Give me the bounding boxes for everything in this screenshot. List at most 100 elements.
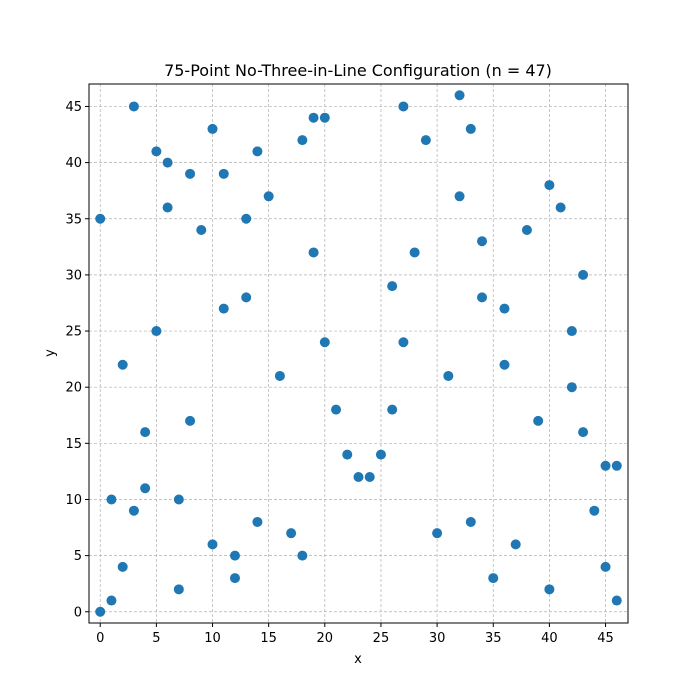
plot-frame	[88, 83, 629, 624]
data-point	[241, 213, 252, 224]
data-point	[128, 101, 139, 112]
y-axis-label: y	[43, 349, 58, 357]
y-tick-label: 5	[74, 549, 82, 564]
data-point	[151, 326, 162, 337]
data-point	[151, 146, 162, 157]
x-tick-label: 0	[96, 631, 104, 646]
data-point	[252, 516, 263, 527]
data-point	[398, 337, 409, 348]
data-point	[364, 472, 375, 483]
data-point	[465, 516, 476, 527]
data-point	[409, 247, 420, 258]
data-point	[454, 90, 465, 101]
data-point	[117, 561, 128, 572]
data-point	[578, 427, 589, 438]
data-point	[319, 337, 330, 348]
data-point	[499, 359, 510, 370]
data-point	[308, 112, 319, 123]
data-point	[106, 494, 117, 505]
data-point	[185, 415, 196, 426]
data-point	[488, 573, 499, 584]
data-point	[611, 460, 622, 471]
data-point	[297, 550, 308, 561]
data-point	[95, 606, 106, 617]
data-point	[510, 539, 521, 550]
data-point	[95, 213, 106, 224]
data-point	[140, 427, 151, 438]
data-point	[443, 370, 454, 381]
data-point	[140, 483, 151, 494]
data-point	[286, 528, 297, 539]
x-tick-label: 10	[204, 631, 221, 646]
data-point	[162, 157, 173, 168]
data-point	[465, 123, 476, 134]
data-point	[319, 112, 330, 123]
data-point	[589, 505, 600, 516]
x-tick-label: 5	[152, 631, 160, 646]
data-point	[162, 202, 173, 213]
data-point	[566, 326, 577, 337]
data-point	[173, 584, 184, 595]
x-tick-label: 20	[317, 631, 334, 646]
data-point	[331, 404, 342, 415]
data-point	[387, 281, 398, 292]
x-tick-label: 15	[260, 631, 277, 646]
x-tick-label: 35	[485, 631, 502, 646]
data-point	[196, 224, 207, 235]
data-point	[611, 595, 622, 606]
data-point	[499, 303, 510, 314]
data-point	[600, 460, 611, 471]
y-tick-label: 15	[65, 437, 82, 452]
x-tick-label: 30	[429, 631, 446, 646]
data-point	[263, 191, 274, 202]
data-point	[420, 135, 431, 146]
data-point	[432, 528, 443, 539]
data-point	[117, 359, 128, 370]
data-point	[555, 202, 566, 213]
y-tick-label: 35	[65, 212, 82, 227]
x-tick-label: 25	[373, 631, 390, 646]
data-point	[578, 269, 589, 280]
data-point	[128, 505, 139, 516]
y-tick-label: 10	[65, 493, 82, 508]
y-tick-label: 0	[74, 605, 82, 620]
data-point	[477, 292, 488, 303]
data-point	[454, 191, 465, 202]
data-point	[241, 292, 252, 303]
data-point	[600, 561, 611, 572]
data-point	[544, 180, 555, 191]
axis-ticks: 0 5 10 15 20 25 30 35 40 45 0 5 10 15 20 25 30 35 40 45	[65, 100, 613, 646]
data-point	[218, 168, 229, 179]
y-tick-label: 45	[65, 100, 82, 115]
data-point	[229, 573, 240, 584]
data-point	[398, 101, 409, 112]
data-point	[308, 247, 319, 258]
x-tick-label: 40	[541, 631, 558, 646]
data-point	[477, 236, 488, 247]
x-tick-label: 45	[597, 631, 614, 646]
data-point	[106, 595, 117, 606]
data-point	[218, 303, 229, 314]
data-points	[95, 90, 622, 617]
y-tick-label: 25	[65, 325, 82, 340]
y-tick-label: 20	[65, 381, 82, 396]
data-point	[297, 135, 308, 146]
data-point	[173, 494, 184, 505]
data-point	[533, 415, 544, 426]
data-point	[544, 584, 555, 595]
data-point	[207, 123, 218, 134]
data-point	[274, 370, 285, 381]
data-point	[229, 550, 240, 561]
data-point	[185, 168, 196, 179]
chart-title: 75-Point No-Three-in-Line Configuration …	[164, 61, 552, 80]
y-tick-label: 30	[65, 268, 82, 283]
y-tick-label: 40	[65, 156, 82, 171]
data-point	[252, 146, 263, 157]
data-point	[387, 404, 398, 415]
data-point	[353, 472, 364, 483]
data-point	[566, 382, 577, 393]
data-point	[375, 449, 386, 460]
data-point	[342, 449, 353, 460]
data-point	[521, 224, 532, 235]
